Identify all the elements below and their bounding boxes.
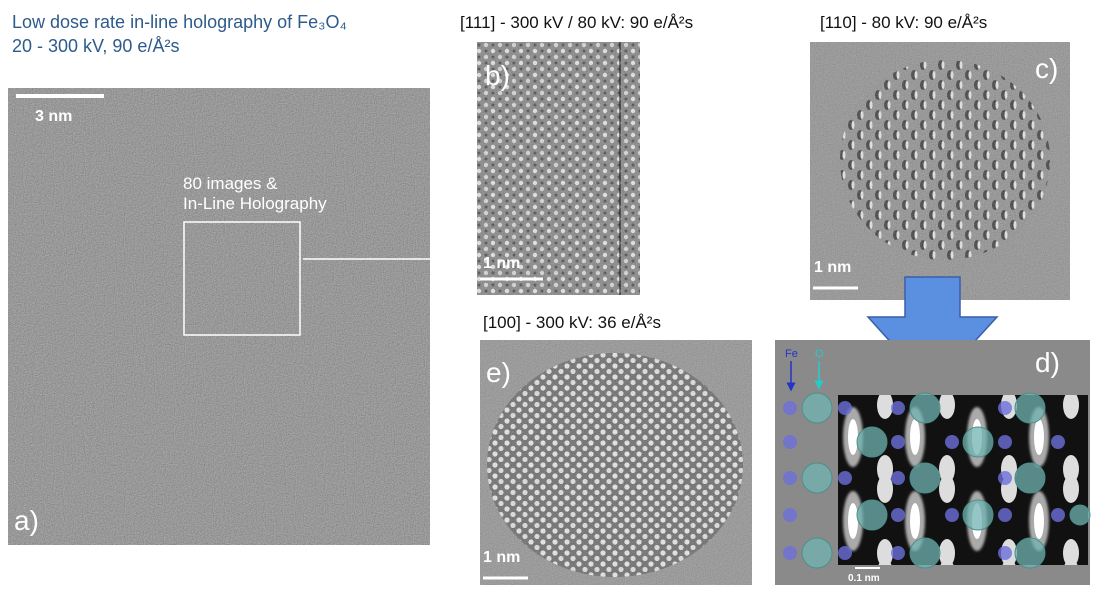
o-label: O [815,348,824,360]
scale-label: 3 nm [35,108,72,125]
panel-label: c) [1035,53,1058,84]
panel-c: [110] - 80 kV: 90 e/Å²s c) 1 nm [810,13,1070,300]
caption: [111] - 300 kV / 80 kV: 90 e/Å²s [460,13,693,32]
panel-d: Fe O d) 0.1 nm [775,340,1090,585]
body: {"header": {"title": "Low dose rate in-l… [0,0,1097,589]
panel-label: a) [14,505,39,536]
image-noise [8,88,430,545]
fe-label: Fe [785,348,798,360]
panel-a: 3 nm 80 images & In-Line Holography a) [8,88,450,545]
panel-e: [100] - 300 kV: 36 e/Å²s e) 1 nm [480,313,752,585]
scale-label: 1 nm [483,549,520,566]
annotation: 80 images & [183,174,278,193]
subtitle: 20 - 300 kV, 90 e/Å²s [12,36,179,56]
scale-label: 0.1 nm [848,573,880,584]
figure: Low dose rate in-line holography of Fe₃O… [0,0,1097,589]
page: Low dose rate in-line holography html, b… [0,0,1097,589]
image-noise [480,340,752,585]
scale-label: 1 nm [483,255,520,272]
simulation [838,395,1088,565]
title: Low dose rate in-line holography of Fe₃O… [12,12,347,32]
scale-label: 1 nm [814,259,851,276]
panel-label: e) [486,357,511,388]
caption: [110] - 80 kV: 90 e/Å²s [820,13,987,32]
caption: [100] - 300 kV: 36 e/Å²s [483,313,661,332]
panel-b: [111] - 300 kV / 80 kV: 90 e/Å²s b) 1 nm [460,13,693,295]
panel-label: b) [485,60,510,91]
annotation: In-Line Holography [183,194,327,213]
panel-label: d) [1035,347,1060,378]
